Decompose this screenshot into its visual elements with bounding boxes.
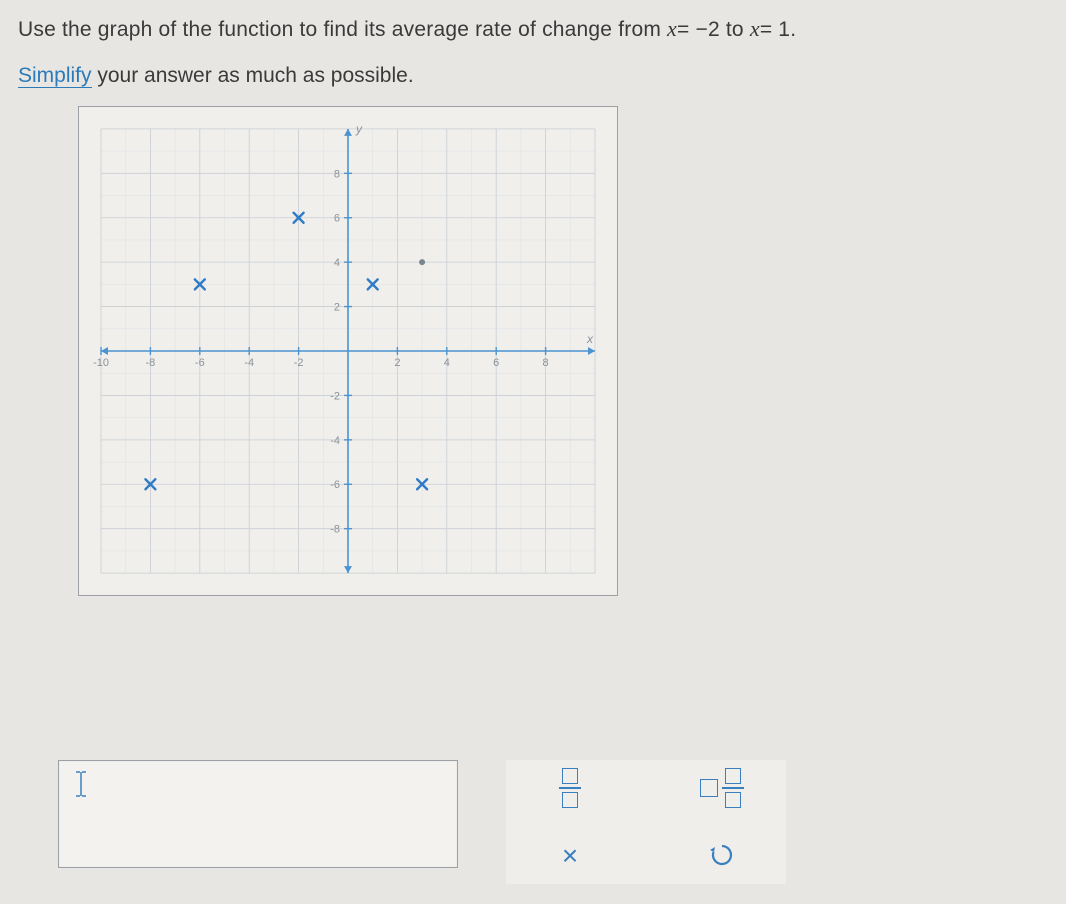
fraction-icon (559, 768, 581, 808)
svg-text:-4: -4 (330, 435, 340, 447)
prompt-line-1-pre: Use the graph of the function to find it… (18, 18, 667, 41)
mixed-number-icon (700, 768, 744, 808)
svg-text:-8: -8 (146, 357, 156, 369)
graph-svg: -10 -8 -6 -4 -2 2 4 6 8 -8 -6 -4 -2 2 4 6 8 x y (79, 107, 617, 595)
svg-text:-10: -10 (93, 357, 109, 369)
svg-text:2: 2 (394, 357, 400, 369)
prompt-line-2-rest: your answer as much as possible. (92, 64, 414, 87)
clear-button[interactable]: × (546, 836, 594, 876)
svg-text:-8: -8 (330, 524, 340, 536)
reset-icon (708, 841, 736, 872)
eq-2: = 1. (760, 18, 796, 41)
svg-text:8: 8 (543, 357, 549, 369)
svg-text:-6: -6 (330, 479, 340, 491)
var-x-1: x (667, 16, 677, 41)
eq-1: = −2 (677, 18, 720, 41)
reset-button[interactable] (698, 836, 746, 876)
fraction-button[interactable] (546, 768, 594, 808)
svg-text:-2: -2 (294, 357, 304, 369)
var-x-2: x (750, 16, 760, 41)
svg-text:8: 8 (334, 168, 340, 180)
svg-text:x: x (586, 332, 594, 346)
svg-text:-4: -4 (244, 357, 254, 369)
svg-text:6: 6 (493, 357, 499, 369)
tool-panel: × (506, 760, 786, 884)
answer-input-box[interactable] (58, 760, 458, 868)
svg-text:y: y (355, 122, 363, 136)
graph-container: -10 -8 -6 -4 -2 2 4 6 8 -8 -6 -4 -2 2 4 6 8 x y (78, 106, 618, 596)
prompt-line-2: Simplify your answer as much as possible… (18, 64, 1048, 88)
mixed-number-button[interactable] (698, 768, 746, 808)
svg-text:6: 6 (334, 213, 340, 225)
text-cursor-icon (73, 784, 89, 801)
prompt-line-1: Use the graph of the function to find it… (18, 16, 1048, 42)
svg-text:-6: -6 (195, 357, 205, 369)
svg-text:2: 2 (334, 302, 340, 314)
svg-text:4: 4 (444, 357, 450, 369)
prompt-line-1-mid: to (720, 18, 750, 41)
svg-text:4: 4 (334, 257, 340, 269)
simplify-link[interactable]: Simplify (18, 64, 92, 88)
svg-text:-2: -2 (330, 390, 340, 402)
x-icon: × (562, 840, 578, 872)
